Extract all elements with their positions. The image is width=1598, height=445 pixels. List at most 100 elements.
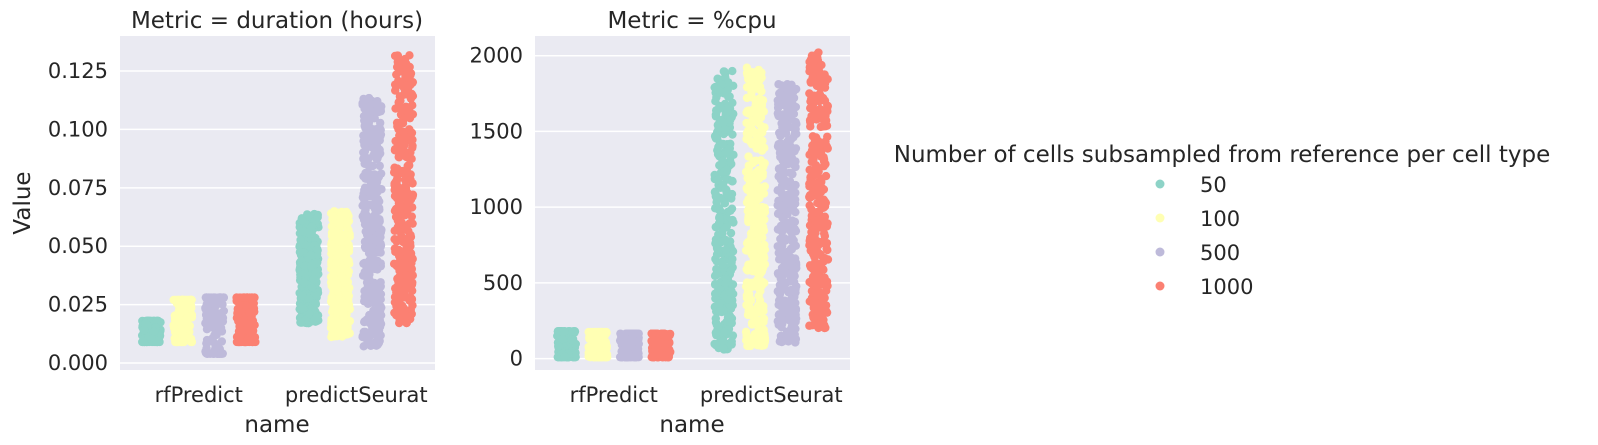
y-tick-label: 0.125 bbox=[48, 59, 108, 83]
point bbox=[776, 185, 785, 195]
point bbox=[742, 93, 752, 103]
point bbox=[149, 327, 159, 336]
point bbox=[774, 310, 784, 319]
point bbox=[408, 135, 417, 144]
point bbox=[341, 322, 350, 331]
y-tick-label: 0.075 bbox=[48, 176, 108, 200]
point bbox=[789, 227, 798, 236]
point bbox=[719, 67, 729, 76]
point bbox=[713, 150, 723, 159]
point bbox=[217, 349, 226, 358]
point bbox=[741, 327, 751, 337]
y-tick-label: 0.100 bbox=[48, 117, 108, 141]
point bbox=[818, 217, 828, 227]
point bbox=[397, 105, 406, 114]
point bbox=[726, 266, 736, 275]
point bbox=[363, 282, 373, 291]
point bbox=[373, 194, 383, 204]
point bbox=[362, 289, 371, 298]
point bbox=[327, 222, 337, 231]
point bbox=[723, 107, 732, 117]
legend-items: 50 100 500 1000 bbox=[1155, 173, 1253, 299]
point bbox=[406, 80, 415, 90]
point bbox=[789, 287, 798, 296]
point bbox=[744, 183, 754, 193]
y-ticks-duration: 0.000 0.025 0.050 0.075 0.100 0.125 bbox=[48, 59, 108, 375]
point bbox=[372, 155, 381, 164]
point bbox=[152, 337, 162, 347]
point bbox=[785, 123, 794, 132]
point bbox=[755, 282, 765, 291]
point bbox=[170, 324, 179, 333]
point bbox=[172, 315, 181, 325]
point bbox=[330, 243, 340, 252]
point bbox=[720, 327, 729, 337]
point bbox=[820, 253, 829, 263]
point bbox=[327, 293, 337, 302]
point bbox=[406, 293, 415, 302]
point bbox=[626, 341, 635, 351]
point bbox=[819, 265, 828, 274]
point bbox=[726, 228, 736, 238]
point bbox=[249, 304, 259, 313]
point bbox=[819, 161, 829, 171]
legend-label: 50 bbox=[1200, 173, 1227, 197]
point bbox=[360, 104, 369, 113]
point bbox=[652, 350, 662, 359]
point bbox=[759, 314, 769, 323]
point bbox=[390, 292, 400, 302]
point bbox=[785, 168, 795, 177]
point bbox=[810, 64, 819, 74]
point bbox=[372, 264, 381, 273]
point bbox=[374, 203, 384, 213]
point bbox=[711, 190, 720, 199]
point bbox=[792, 129, 801, 139]
point bbox=[296, 235, 305, 245]
point bbox=[815, 90, 825, 99]
point bbox=[791, 314, 801, 323]
point bbox=[588, 327, 597, 337]
point bbox=[820, 273, 829, 282]
point bbox=[742, 68, 752, 78]
point bbox=[811, 243, 820, 252]
point bbox=[595, 345, 605, 354]
point bbox=[361, 227, 370, 236]
y-tick-label: 500 bbox=[483, 271, 523, 295]
point bbox=[822, 286, 831, 296]
point bbox=[392, 70, 401, 79]
point bbox=[344, 291, 354, 301]
point bbox=[758, 183, 768, 192]
point bbox=[820, 70, 829, 79]
point bbox=[214, 293, 223, 302]
point bbox=[404, 233, 413, 242]
point bbox=[328, 331, 337, 341]
point bbox=[393, 225, 403, 235]
point bbox=[296, 303, 306, 312]
point bbox=[403, 206, 412, 215]
point bbox=[295, 247, 305, 257]
point bbox=[369, 306, 378, 315]
point bbox=[567, 335, 576, 345]
point bbox=[823, 245, 832, 255]
point bbox=[365, 275, 374, 284]
legend-label: 1000 bbox=[1200, 275, 1253, 299]
point bbox=[401, 285, 410, 295]
point bbox=[788, 323, 797, 332]
x-axis-label-cpu: name bbox=[659, 412, 724, 438]
point bbox=[745, 289, 754, 299]
point bbox=[181, 315, 191, 324]
point bbox=[805, 240, 814, 250]
point bbox=[242, 301, 251, 311]
point bbox=[728, 254, 737, 264]
point bbox=[719, 343, 728, 353]
point bbox=[711, 133, 721, 143]
point bbox=[307, 261, 316, 271]
point bbox=[339, 312, 348, 322]
point bbox=[805, 191, 815, 200]
point bbox=[360, 159, 369, 168]
y-tick-label: 2000 bbox=[470, 44, 523, 68]
point bbox=[728, 215, 737, 225]
point bbox=[812, 110, 822, 119]
point bbox=[808, 57, 818, 66]
point bbox=[785, 299, 794, 308]
